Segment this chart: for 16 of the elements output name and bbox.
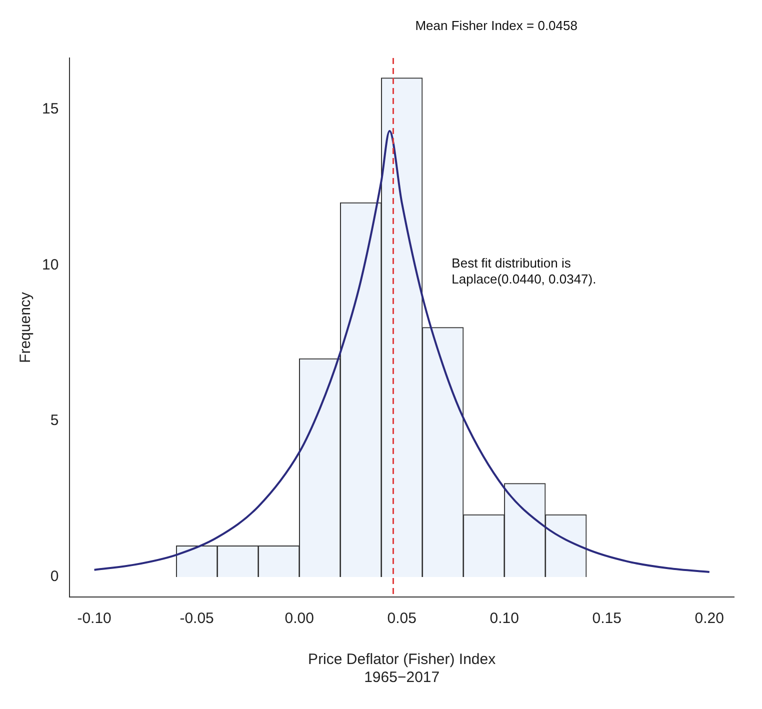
- x-tick-label: 0.15: [592, 610, 622, 628]
- x-tick-label: 0.10: [490, 610, 519, 628]
- y-tick-label: 5: [50, 412, 59, 430]
- x-tick-label: 0.00: [284, 610, 314, 628]
- annotation: Best fit distribution is Laplace(0.0440, 0.0347).: [452, 256, 596, 287]
- y-tick-label: 0: [50, 568, 59, 586]
- y-tick-label: 15: [42, 100, 59, 118]
- x-tick-label: -0.05: [180, 610, 214, 628]
- ref-line-label: Mean Fisher Index = 0.0458: [415, 18, 578, 34]
- x-tick-label: 0.20: [694, 610, 724, 628]
- line-series: [93, 130, 710, 574]
- y-axis-title: Frequency: [17, 292, 34, 363]
- x-tick-label: -0.10: [77, 610, 112, 628]
- y-tick-label: 10: [42, 256, 59, 274]
- x-tick-label: 0.05: [387, 610, 416, 628]
- x-axis-title: Price Deflator (Fisher) Index 1965−2017: [308, 651, 496, 686]
